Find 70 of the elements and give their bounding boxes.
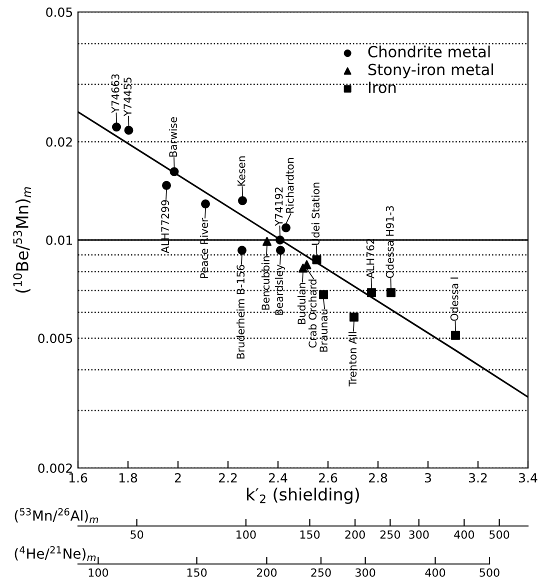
text: 50 — [130, 530, 144, 539]
x-tick-label: 1.6 — [69, 473, 88, 483]
text: 250 — [311, 568, 331, 577]
annotation: Crab Orchard — [308, 280, 317, 348]
legend-label: Iron — [368, 82, 396, 94]
annotation: Y74663 — [111, 74, 120, 114]
annotation: Odessa I — [450, 278, 458, 321]
x-axis-title: k′$_{2}$ (shielding) — [247, 488, 359, 504]
x-tick-label: 2.4 — [268, 473, 288, 482]
annotation: Trenton All — [348, 332, 357, 386]
text: 250 — [380, 530, 400, 539]
text: 400 — [454, 530, 474, 539]
y-tick-label: 0.01 — [46, 235, 72, 245]
x-tick-label: 3.2 — [469, 473, 487, 483]
point — [170, 167, 179, 176]
x-tick-label: 3 — [424, 473, 431, 483]
y-tick-label: 0.05 — [46, 7, 72, 17]
x-tick-label: 2.8 — [368, 473, 388, 483]
annotation: Y74192 — [274, 188, 283, 226]
text: 400 — [425, 568, 446, 577]
point — [319, 290, 328, 300]
point — [350, 312, 358, 322]
x-tick-label: 1.8 — [119, 473, 138, 483]
text: 300 — [409, 530, 429, 539]
point — [451, 330, 460, 340]
point — [262, 236, 272, 246]
x-tick-label: 3.4 — [519, 473, 538, 483]
point — [282, 223, 290, 232]
text: 200 — [345, 530, 365, 539]
text: 150 — [300, 530, 320, 539]
text: ($^{53}$Mn/$^{26}$Al)$_{m}$ — [14, 508, 98, 523]
legend-label: Stony-iron metal — [368, 63, 493, 78]
annotation: Bruderheim B-156 — [236, 264, 245, 359]
annotation: Budulan — [297, 283, 306, 324]
annotation: Richardton — [286, 158, 294, 213]
point — [276, 246, 285, 255]
y-tick-label: 0.005 — [38, 334, 72, 344]
text: 500 — [490, 530, 510, 539]
annotation: Kesen — [238, 156, 246, 186]
point — [124, 126, 134, 135]
annotation: Barwise — [168, 117, 178, 157]
point — [238, 246, 246, 255]
y-tick-label: 0.002 — [38, 463, 72, 473]
x-tick-label: 2.2 — [218, 473, 237, 482]
text: 100 — [236, 530, 256, 539]
point — [367, 288, 376, 298]
annotation: Y74455 — [124, 78, 132, 116]
x-tick-label: 2 — [174, 473, 181, 482]
text: 150 — [187, 568, 207, 577]
annotation: Odessa H91-3 — [386, 206, 394, 278]
annotation: Braunau — [320, 310, 328, 352]
point — [276, 236, 284, 244]
y-axis-title: ($^{10}$Be/$^{53}$Mn)$_{m}$ — [13, 187, 31, 293]
point — [386, 288, 396, 298]
legend-label: Chondrite metal — [368, 46, 490, 58]
text: ($^{4}$He/$^{21}$Ne)$_{m}$ — [14, 546, 96, 561]
annotation: Bencubbin — [261, 256, 270, 310]
annotation: ALH77299 — [161, 200, 170, 254]
point — [312, 255, 322, 264]
text: 500 — [480, 568, 500, 577]
point — [162, 180, 171, 190]
annotation: Beardsley — [274, 264, 286, 315]
point — [201, 199, 210, 208]
text: 300 — [356, 568, 376, 577]
point — [238, 196, 247, 206]
point — [112, 122, 121, 132]
text: 100 — [88, 568, 108, 577]
text: 200 — [256, 568, 277, 577]
y-tick-label: 0.02 — [46, 137, 72, 147]
x-tick-label: 2.6 — [318, 473, 338, 483]
